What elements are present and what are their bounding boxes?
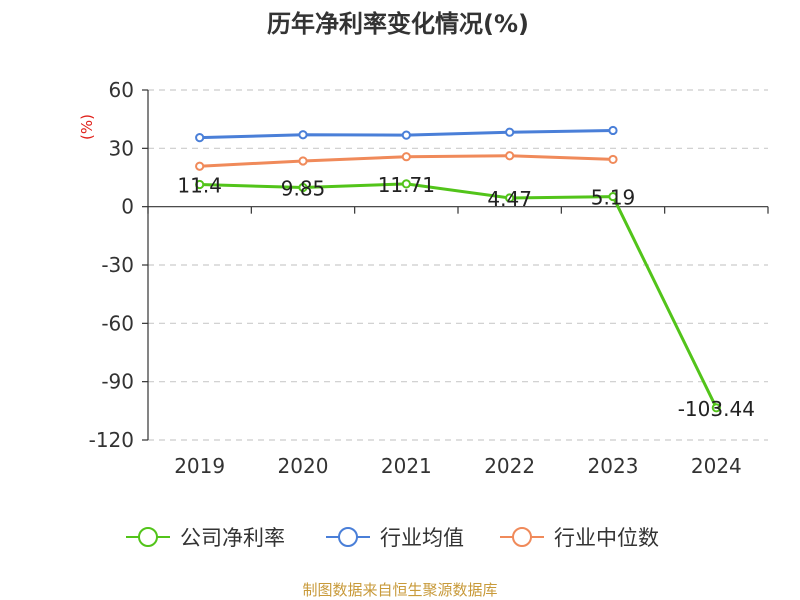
legend-label: 公司净利率: [180, 526, 285, 550]
data-point: [298, 156, 308, 166]
gridlines: [148, 89, 768, 441]
x-tick-label: 2022: [484, 454, 535, 478]
data-point: [401, 152, 411, 162]
legend-item[interactable]: 行业中位数: [500, 526, 659, 550]
x-tick-label: 2023: [588, 454, 639, 478]
data-label: 11.4: [177, 174, 222, 198]
x-tick-labels: 2019 2020 2021 2022 2023 2024: [174, 454, 742, 478]
x-tick-label: 2024: [691, 454, 742, 478]
data-point: [608, 191, 618, 202]
y-tick-label: 60: [109, 78, 134, 102]
y-tick-label: 0: [121, 195, 134, 219]
series-line: [199, 182, 718, 409]
y-tick-label: -60: [101, 311, 134, 335]
legend-marker-icon: [138, 527, 158, 547]
series-lines: [195, 125, 721, 413]
y-tick-label: -90: [101, 370, 134, 394]
data-point: [608, 154, 618, 165]
data-point: [195, 179, 205, 190]
data-label: 5.19: [591, 186, 636, 210]
data-point: [711, 403, 721, 413]
data-point: [401, 179, 411, 189]
data-labels: 11.4 9.85 11.71 4.47 5.19 -103.44: [177, 173, 755, 421]
data-point: [608, 125, 618, 136]
legend-label: 行业均值: [380, 526, 464, 550]
x-tick-label: 2019: [174, 454, 225, 478]
x-tick-label: 2021: [381, 454, 432, 478]
data-source-note: 制图数据来自恒生聚源数据库: [302, 581, 497, 599]
data-label: 9.85: [281, 177, 326, 201]
chart-title: 历年净利率变化情况(%): [267, 10, 529, 38]
y-tick-labels: 60 30 0 -30 -60 -90 -120: [89, 78, 134, 452]
data-point: [505, 151, 515, 161]
legend-item[interactable]: 公司净利率: [126, 526, 285, 550]
legend-label: 行业中位数: [554, 526, 659, 550]
y-tick-label: 30: [109, 136, 134, 160]
data-label: 4.47: [487, 187, 532, 211]
legend-marker-icon: [338, 527, 358, 547]
data-label: -103.44: [678, 397, 755, 421]
data-point: [195, 133, 205, 143]
y-axis-unit-label: (%): [78, 114, 96, 140]
legend[interactable]: 公司净利率 行业均值 行业中位数: [126, 526, 659, 550]
data-point: [298, 130, 308, 140]
data-point: [195, 161, 205, 171]
data-label: 11.71: [378, 173, 435, 197]
y-tick-label: -30: [101, 253, 134, 277]
y-tick-label: -120: [89, 428, 134, 452]
x-tick-label: 2020: [278, 454, 329, 478]
data-point: [298, 182, 308, 193]
data-point: [505, 193, 515, 203]
data-point: [505, 127, 515, 137]
legend-marker-icon: [512, 527, 532, 547]
axes: [142, 89, 769, 441]
legend-item[interactable]: 行业均值: [326, 526, 464, 550]
data-point: [401, 130, 411, 140]
